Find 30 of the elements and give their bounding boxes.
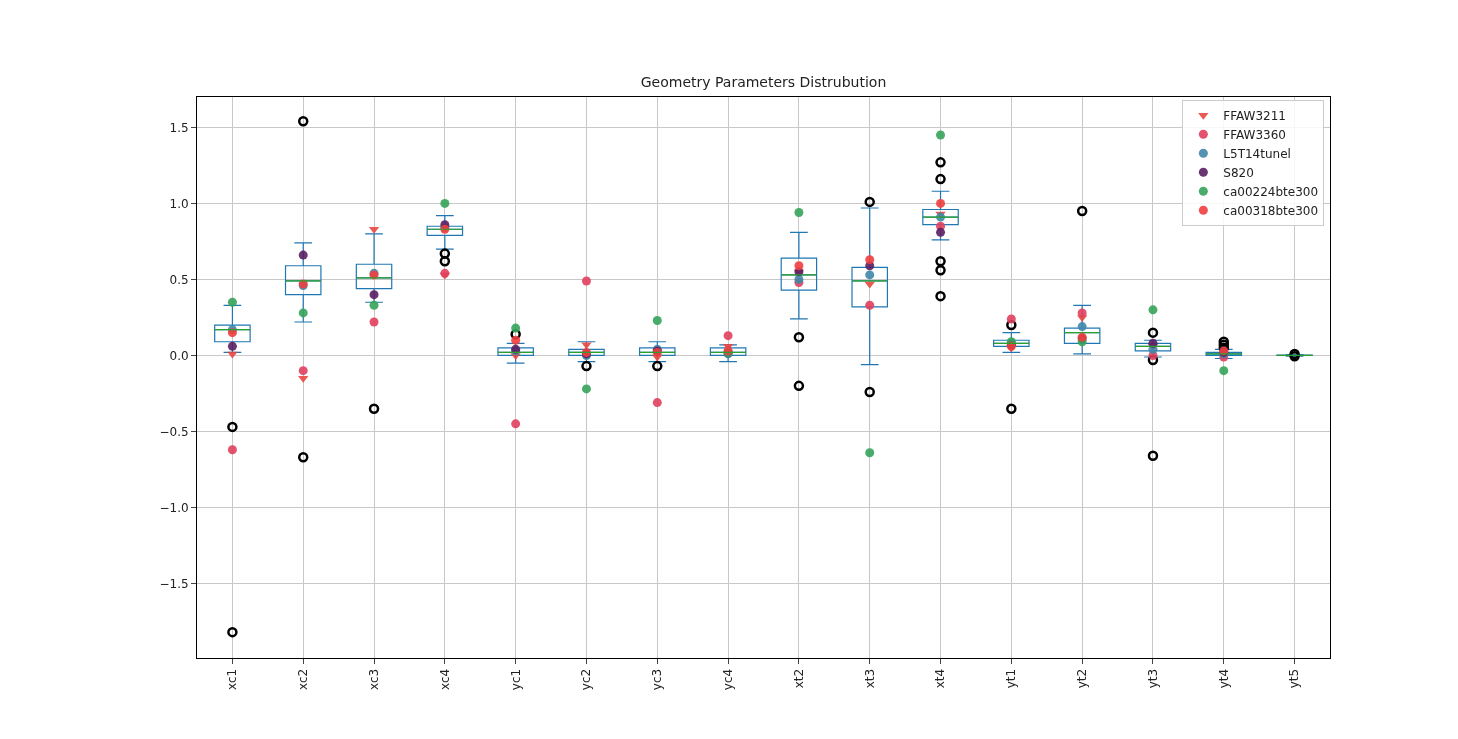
x-tick-label: xt4	[933, 668, 948, 689]
x-tick-label: yc2	[579, 668, 594, 691]
y-tick-label: 1.5	[169, 120, 189, 135]
x-tick-label: yt2	[1075, 668, 1090, 689]
x-tick-label: yc4	[720, 668, 735, 691]
x-tick-label: xc1	[225, 668, 240, 690]
y-tick-label: 1.0	[169, 196, 189, 211]
y-tick-label: −0.5	[159, 424, 189, 439]
x-tick-label: xc3	[366, 668, 381, 690]
x-tick-label: yt4	[1216, 668, 1231, 689]
legend-label: L5T14tunel	[1223, 146, 1291, 161]
legend-label: ca00224bte300	[1223, 184, 1319, 199]
y-tick-label: 0.5	[169, 272, 189, 287]
x-tick-label: yt3	[1145, 668, 1160, 689]
legend-label: S820	[1223, 165, 1254, 180]
y-tick-label: −1.5	[159, 576, 189, 591]
legend-label: ca00318bte300	[1223, 203, 1319, 218]
y-tick-label: −1.0	[159, 500, 189, 515]
x-tick-label: xt3	[862, 668, 877, 689]
x-tick-label: xc4	[437, 668, 452, 690]
x-tick-label: yt5	[1287, 668, 1302, 689]
legend-label: FFAW3211	[1223, 108, 1287, 123]
chart-title: Geometry Parameters Distrubution	[640, 73, 887, 90]
x-tick-label: xc2	[296, 668, 311, 690]
legend-label: FFAW3360	[1223, 127, 1287, 142]
x-tick-label: yc1	[508, 668, 523, 691]
x-tick-label: xt2	[791, 668, 806, 689]
x-tick-label: yc3	[650, 668, 665, 691]
y-tick-label: 0.0	[169, 348, 189, 363]
x-tick-label: yt1	[1004, 668, 1019, 689]
